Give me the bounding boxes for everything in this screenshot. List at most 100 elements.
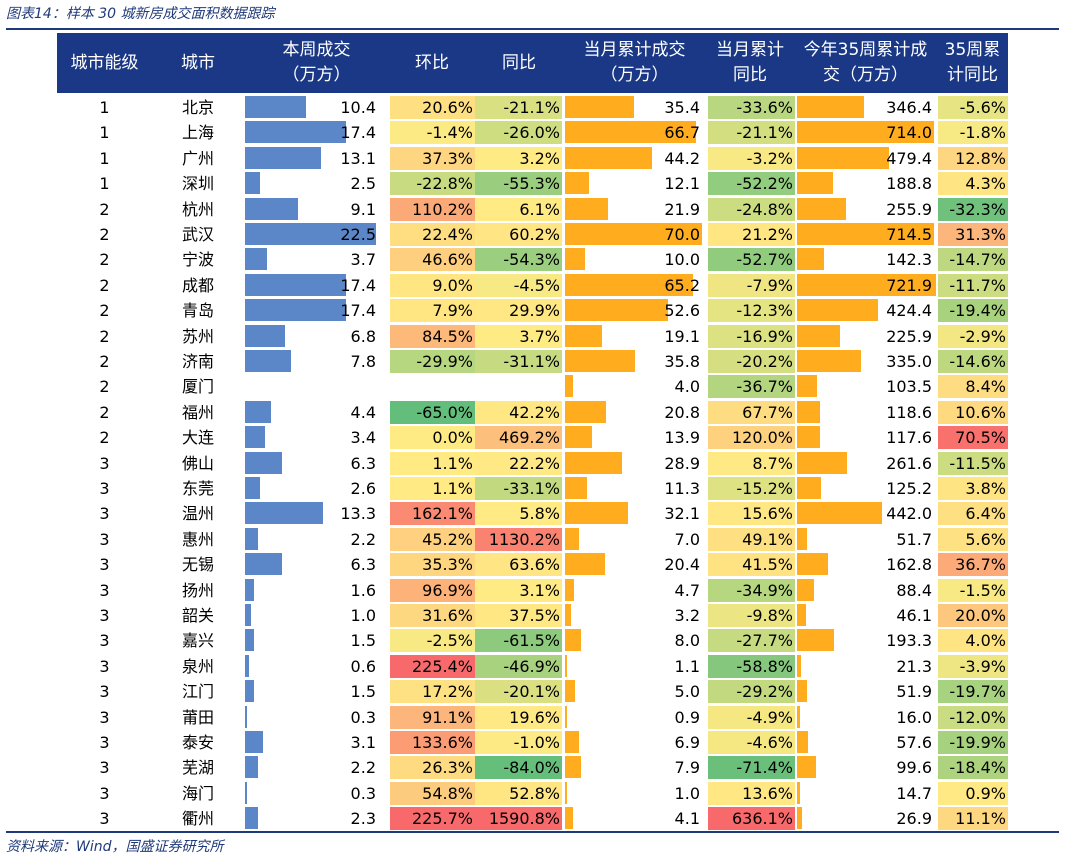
table-row: 2 福州 4.4 -65.0% 42.2% 20.8 67.7% 118.6 10.6% xyxy=(0,400,1065,425)
ytd-value: 14.7 xyxy=(896,783,932,803)
weekly-bar xyxy=(245,299,347,322)
ytd-value: 442.0 xyxy=(886,504,932,524)
ytd-value: 117.6 xyxy=(886,428,932,448)
weekly-value: 0.3 xyxy=(350,707,376,727)
ytd-value: 51.7 xyxy=(896,529,932,549)
yoy-cell: -54.3% xyxy=(475,248,562,272)
ytd-bar xyxy=(797,527,807,550)
month-cum-value: 12.1 xyxy=(664,174,700,194)
ytd-yoy-cell: 20.0% xyxy=(938,604,1008,627)
table-row: 2 杭州 9.1 110.2% 6.1% 21.9 -24.8% 255.9 -32.3% xyxy=(0,197,1065,222)
month-cum-value: 19.1 xyxy=(664,326,700,346)
row-city: 上海 xyxy=(181,123,214,143)
weekly-value: 2.5 xyxy=(350,174,376,194)
row-city: 嘉兴 xyxy=(181,631,214,651)
weekly-bar xyxy=(245,350,291,372)
weekly-bar xyxy=(245,680,254,703)
row-tier: 2 xyxy=(99,225,110,244)
wow-cell: -22.8% xyxy=(390,172,475,196)
yoy-cell: -55.3% xyxy=(475,172,562,196)
yoy-cell: -31.1% xyxy=(475,350,562,373)
yoy-cell: 1130.2% xyxy=(475,527,562,551)
weekly-bar xyxy=(245,324,285,347)
weekly-value: 9.1 xyxy=(350,199,376,219)
ytd-bar xyxy=(797,756,817,779)
row-city: 苏州 xyxy=(181,326,214,346)
row-city: 海门 xyxy=(181,783,214,803)
ytd-value: 46.1 xyxy=(896,606,932,625)
month-cum-bar xyxy=(565,629,581,652)
ytd-yoy-cell: 36.7% xyxy=(938,553,1008,577)
month-yoy-cell: -3.2% xyxy=(708,146,795,170)
weekly-bar xyxy=(245,553,282,576)
row-tier: 3 xyxy=(99,809,110,829)
wow-cell: 20.6% xyxy=(390,96,475,119)
ytd-value: 57.6 xyxy=(896,733,932,752)
wow-cell: 225.7% xyxy=(390,807,475,831)
row-tier: 2 xyxy=(99,275,110,295)
weekly-bar xyxy=(245,172,260,195)
month-cum-bar xyxy=(565,299,668,322)
row-city: 泉州 xyxy=(181,656,214,676)
weekly-value: 1.5 xyxy=(350,682,376,702)
month-cum-value: 4.0 xyxy=(674,377,700,397)
ytd-bar xyxy=(797,426,820,449)
table-row: 3 韶关 1.0 31.6% 37.5% 3.2 -9.8% 46.1 20.0% xyxy=(0,603,1065,628)
table-row: 3 佛山 6.3 1.1% 22.2% 28.9 8.7% 261.6 -11.5% xyxy=(0,451,1065,476)
wow-cell: 133.6% xyxy=(390,731,475,754)
month-cum-bar xyxy=(565,248,585,271)
weekly-bar xyxy=(245,781,247,804)
month-cum-value: 13.9 xyxy=(664,428,700,448)
row-city: 济南 xyxy=(181,352,214,371)
row-city: 韶关 xyxy=(181,606,214,625)
weekly-value: 6.3 xyxy=(350,453,376,473)
ytd-value: 162.8 xyxy=(886,555,932,575)
month-cum-bar xyxy=(565,553,605,576)
ytd-bar xyxy=(797,654,802,677)
month-cum-value: 20.4 xyxy=(664,555,700,575)
weekly-bar xyxy=(245,197,299,220)
month-cum-value: 44.2 xyxy=(664,148,700,168)
month-cum-bar xyxy=(565,223,703,245)
wow-cell: 37.3% xyxy=(390,146,475,170)
wow-cell: 26.3% xyxy=(390,756,475,780)
month-yoy-cell: -20.2% xyxy=(708,350,795,373)
weekly-value: 7.8 xyxy=(350,352,376,371)
yoy-cell: -20.1% xyxy=(475,680,562,704)
ytd-yoy-cell: -2.9% xyxy=(938,324,1008,348)
wow-cell: 0.0% xyxy=(390,426,475,450)
row-tier: 2 xyxy=(99,199,110,219)
ytd-bar xyxy=(797,629,835,652)
row-tier: 1 xyxy=(99,98,110,117)
wow-cell: 162.1% xyxy=(390,502,475,526)
month-cum-value: 35.8 xyxy=(664,352,700,371)
table-row: 2 宁波 3.7 46.6% -54.3% 10.0 -52.7% 142.3 -14.7% xyxy=(0,247,1065,272)
row-tier: 3 xyxy=(99,631,110,651)
month-cum-bar xyxy=(565,451,622,474)
yoy-cell: -46.9% xyxy=(475,654,562,678)
wow-cell: 1.1% xyxy=(390,477,475,500)
wow-cell xyxy=(390,375,475,398)
yoy-cell: -33.1% xyxy=(475,477,562,500)
month-cum-value: 7.9 xyxy=(674,758,700,778)
wow-cell: 31.6% xyxy=(390,604,475,627)
row-tier: 2 xyxy=(99,352,110,371)
table-row: 3 惠州 2.2 45.2% 1130.2% 7.0 49.1% 51.7 5.6% xyxy=(0,527,1065,552)
row-tier: 1 xyxy=(99,174,110,194)
month-yoy-cell: 13.6% xyxy=(708,781,795,805)
row-city: 温州 xyxy=(181,504,214,524)
yoy-cell: -26.0% xyxy=(475,121,562,145)
weekly-bar xyxy=(245,96,306,118)
wow-cell: 46.6% xyxy=(390,248,475,272)
month-cum-value: 66.7 xyxy=(664,123,700,143)
month-yoy-cell: -33.6% xyxy=(708,96,795,119)
row-tier: 3 xyxy=(99,606,110,625)
month-cum-bar xyxy=(565,197,608,220)
yoy-cell: 3.2% xyxy=(475,146,562,170)
table-row: 3 嘉兴 1.5 -2.5% -61.5% 8.0 -27.7% 193.3 4.0% xyxy=(0,628,1065,653)
row-tier: 3 xyxy=(99,656,110,676)
month-yoy-cell: -21.1% xyxy=(708,121,795,145)
month-yoy-cell: 8.7% xyxy=(708,451,795,475)
ytd-yoy-cell: -12.0% xyxy=(938,705,1008,729)
wow-cell: 1.1% xyxy=(390,451,475,475)
